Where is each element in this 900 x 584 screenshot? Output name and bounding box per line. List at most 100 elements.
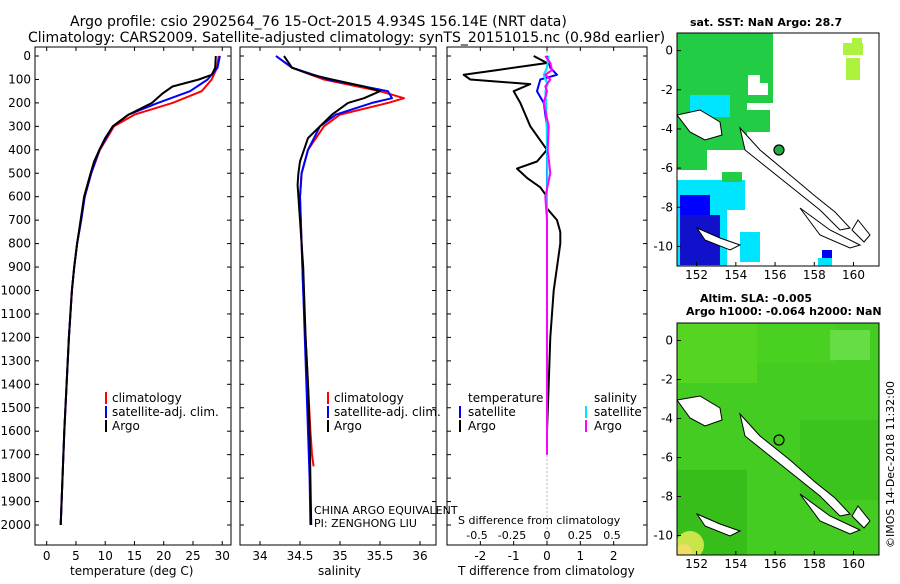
s-tick-label: -0.5 <box>466 529 487 542</box>
depth-tick-label: 0 <box>23 49 31 63</box>
series-line-argo <box>283 55 381 526</box>
depth-tick-label: 1900 <box>0 495 31 509</box>
x-tick-label: 34.5 <box>287 549 314 563</box>
legend-clim-label: climatology <box>334 391 404 405</box>
s-tick-label: 0.25 <box>568 529 593 542</box>
sla-map <box>677 323 879 555</box>
header-line1: Argo profile: csio 2902564_76 15-Oct-201… <box>70 14 567 30</box>
depth-axis: 0 100 200 300 400 500 600 700 800 900 1000 1100 1200… <box>0 49 647 532</box>
lon-tick-label: 158 <box>803 268 826 282</box>
temperature-legend: climatology satellite-adj. clim. Argo <box>105 391 219 433</box>
x-tick-label: 0 <box>543 549 551 563</box>
s-tick-label: 0 <box>544 529 551 542</box>
depth-tick-label: 1500 <box>0 401 31 415</box>
depth-tick-label: 1600 <box>0 424 31 438</box>
header-line2: Climatology: CARS2009. Satellite-adjuste… <box>28 30 665 46</box>
x-tick-label: 34 <box>252 549 267 563</box>
depth-tick-label: 400 <box>8 143 31 157</box>
difference-plot <box>462 47 562 545</box>
depth-tick-label: 1200 <box>0 330 31 344</box>
x-tick-label: 30 <box>215 549 230 563</box>
series-line-t-argo <box>462 55 562 455</box>
depth-tick-label: 700 <box>8 213 31 227</box>
lat-tick-label: -8 <box>661 200 673 214</box>
x-tick-label: 10 <box>98 549 113 563</box>
s-difference-ticks: -0.5 -0.25 0 0.25 0.5 <box>466 529 620 542</box>
salinity-legend: climatology satellite-adj. clim. Argo <box>327 391 441 433</box>
x-tick-label: 25 <box>185 549 200 563</box>
series-line-s-argo <box>542 55 553 455</box>
lat-tick-label: -10 <box>653 239 673 253</box>
sla-map-ticks: 152 154 156 158 160 0 -2 -4 -6 -8 -10 <box>653 334 865 571</box>
x-tick-label: 0 <box>43 549 51 563</box>
temperature-panel <box>34 46 232 546</box>
temperature-plot <box>59 55 221 526</box>
salinity-xlabel: salinity <box>318 564 361 578</box>
legend-temperature-title: temperature <box>468 391 543 405</box>
lat-tick-label: -10 <box>653 529 673 543</box>
depth-tick-label: 1400 <box>0 377 31 391</box>
depth-tick-label: 200 <box>8 96 31 110</box>
depth-tick-label: 300 <box>8 119 31 133</box>
x-tick-label: 5 <box>72 549 80 563</box>
lon-tick-label: 160 <box>842 268 865 282</box>
salinity-panel <box>239 46 437 546</box>
sst-map <box>677 33 879 266</box>
lat-tick-label: -4 <box>661 122 673 136</box>
x-tick-label: -2 <box>474 549 486 563</box>
lat-tick-label: -6 <box>661 161 673 175</box>
lon-tick-label: 156 <box>764 557 787 571</box>
lat-tick-label: 0 <box>665 334 673 348</box>
imos-credit: ©IMOS 14-Dec-2018 11:32:00 <box>884 381 897 548</box>
legend-argo-label: Argo <box>334 419 362 433</box>
float-location-marker <box>773 144 785 156</box>
legend-argo-label: Argo <box>112 419 140 433</box>
x-tick-label: 15 <box>127 549 142 563</box>
x-tick-label: -1 <box>508 549 520 563</box>
sst-map-ticks: 152 154 156 158 160 0 -2 -4 -6 -8 -10 <box>653 44 865 282</box>
depth-tick-label: 1100 <box>0 307 31 321</box>
sst-map-title: sat. SST: NaN Argo: 28.7 <box>690 16 842 29</box>
salinity-plot <box>275 55 405 526</box>
lon-tick-label: 152 <box>685 557 708 571</box>
lat-tick-label: -8 <box>661 490 673 504</box>
lat-tick-label: -2 <box>661 83 673 97</box>
sla-map-title2: Argo h1000: -0.064 h2000: NaN <box>686 305 882 318</box>
difference-legend: temperature satellite Argo salinity sate… <box>459 391 642 433</box>
series-line-argo <box>59 55 217 526</box>
series-line-satellite-adj-clim- <box>275 55 393 526</box>
depth-tick-label: 1800 <box>0 471 31 485</box>
depth-tick-label: 500 <box>8 166 31 180</box>
lon-tick-label: 156 <box>764 268 787 282</box>
depth-tick-label: 100 <box>8 72 31 86</box>
depth-tick-label: 1700 <box>0 448 31 462</box>
lon-tick-label: 154 <box>724 557 747 571</box>
x-tick-label: 2 <box>610 549 618 563</box>
legend-s-argo-label: Argo <box>594 419 622 433</box>
x-axis-ticks: 0 5 10 15 20 25 30 34 34.5 35 35.5 36 -2 -1 0 1 2 <box>43 47 618 563</box>
lat-tick-label: 0 <box>665 44 673 58</box>
x-tick-label: 36 <box>412 549 427 563</box>
lon-tick-label: 160 <box>842 557 865 571</box>
s-difference-xlabel: S difference from climatology <box>458 514 621 527</box>
float-location-marker <box>773 434 785 446</box>
sla-map-title1: Altim. SLA: -0.005 <box>700 292 812 305</box>
x-tick-label: 20 <box>156 549 171 563</box>
legend-salinity-title: salinity <box>594 391 637 405</box>
legend-t-argo-label: Argo <box>468 419 496 433</box>
legend-clim-label: climatology <box>112 391 182 405</box>
legend-sat-label: satellite-adj. clim. <box>334 405 441 419</box>
depth-tick-label: 800 <box>8 237 31 251</box>
lon-tick-label: 158 <box>803 557 826 571</box>
legend-s-sat-label: satellite <box>594 405 642 419</box>
lon-tick-label: 154 <box>724 268 747 282</box>
credit-line2: PI: ZENGHONG LIU <box>314 517 417 530</box>
lat-tick-label: -4 <box>661 412 673 426</box>
depth-tick-label: 900 <box>8 260 31 274</box>
legend-t-sat-label: satellite <box>468 405 516 419</box>
temperature-xlabel: temperature (deg C) <box>70 564 193 578</box>
depth-tick-label: 1300 <box>0 354 31 368</box>
lat-tick-label: -6 <box>661 451 673 465</box>
lon-tick-label: 152 <box>685 268 708 282</box>
